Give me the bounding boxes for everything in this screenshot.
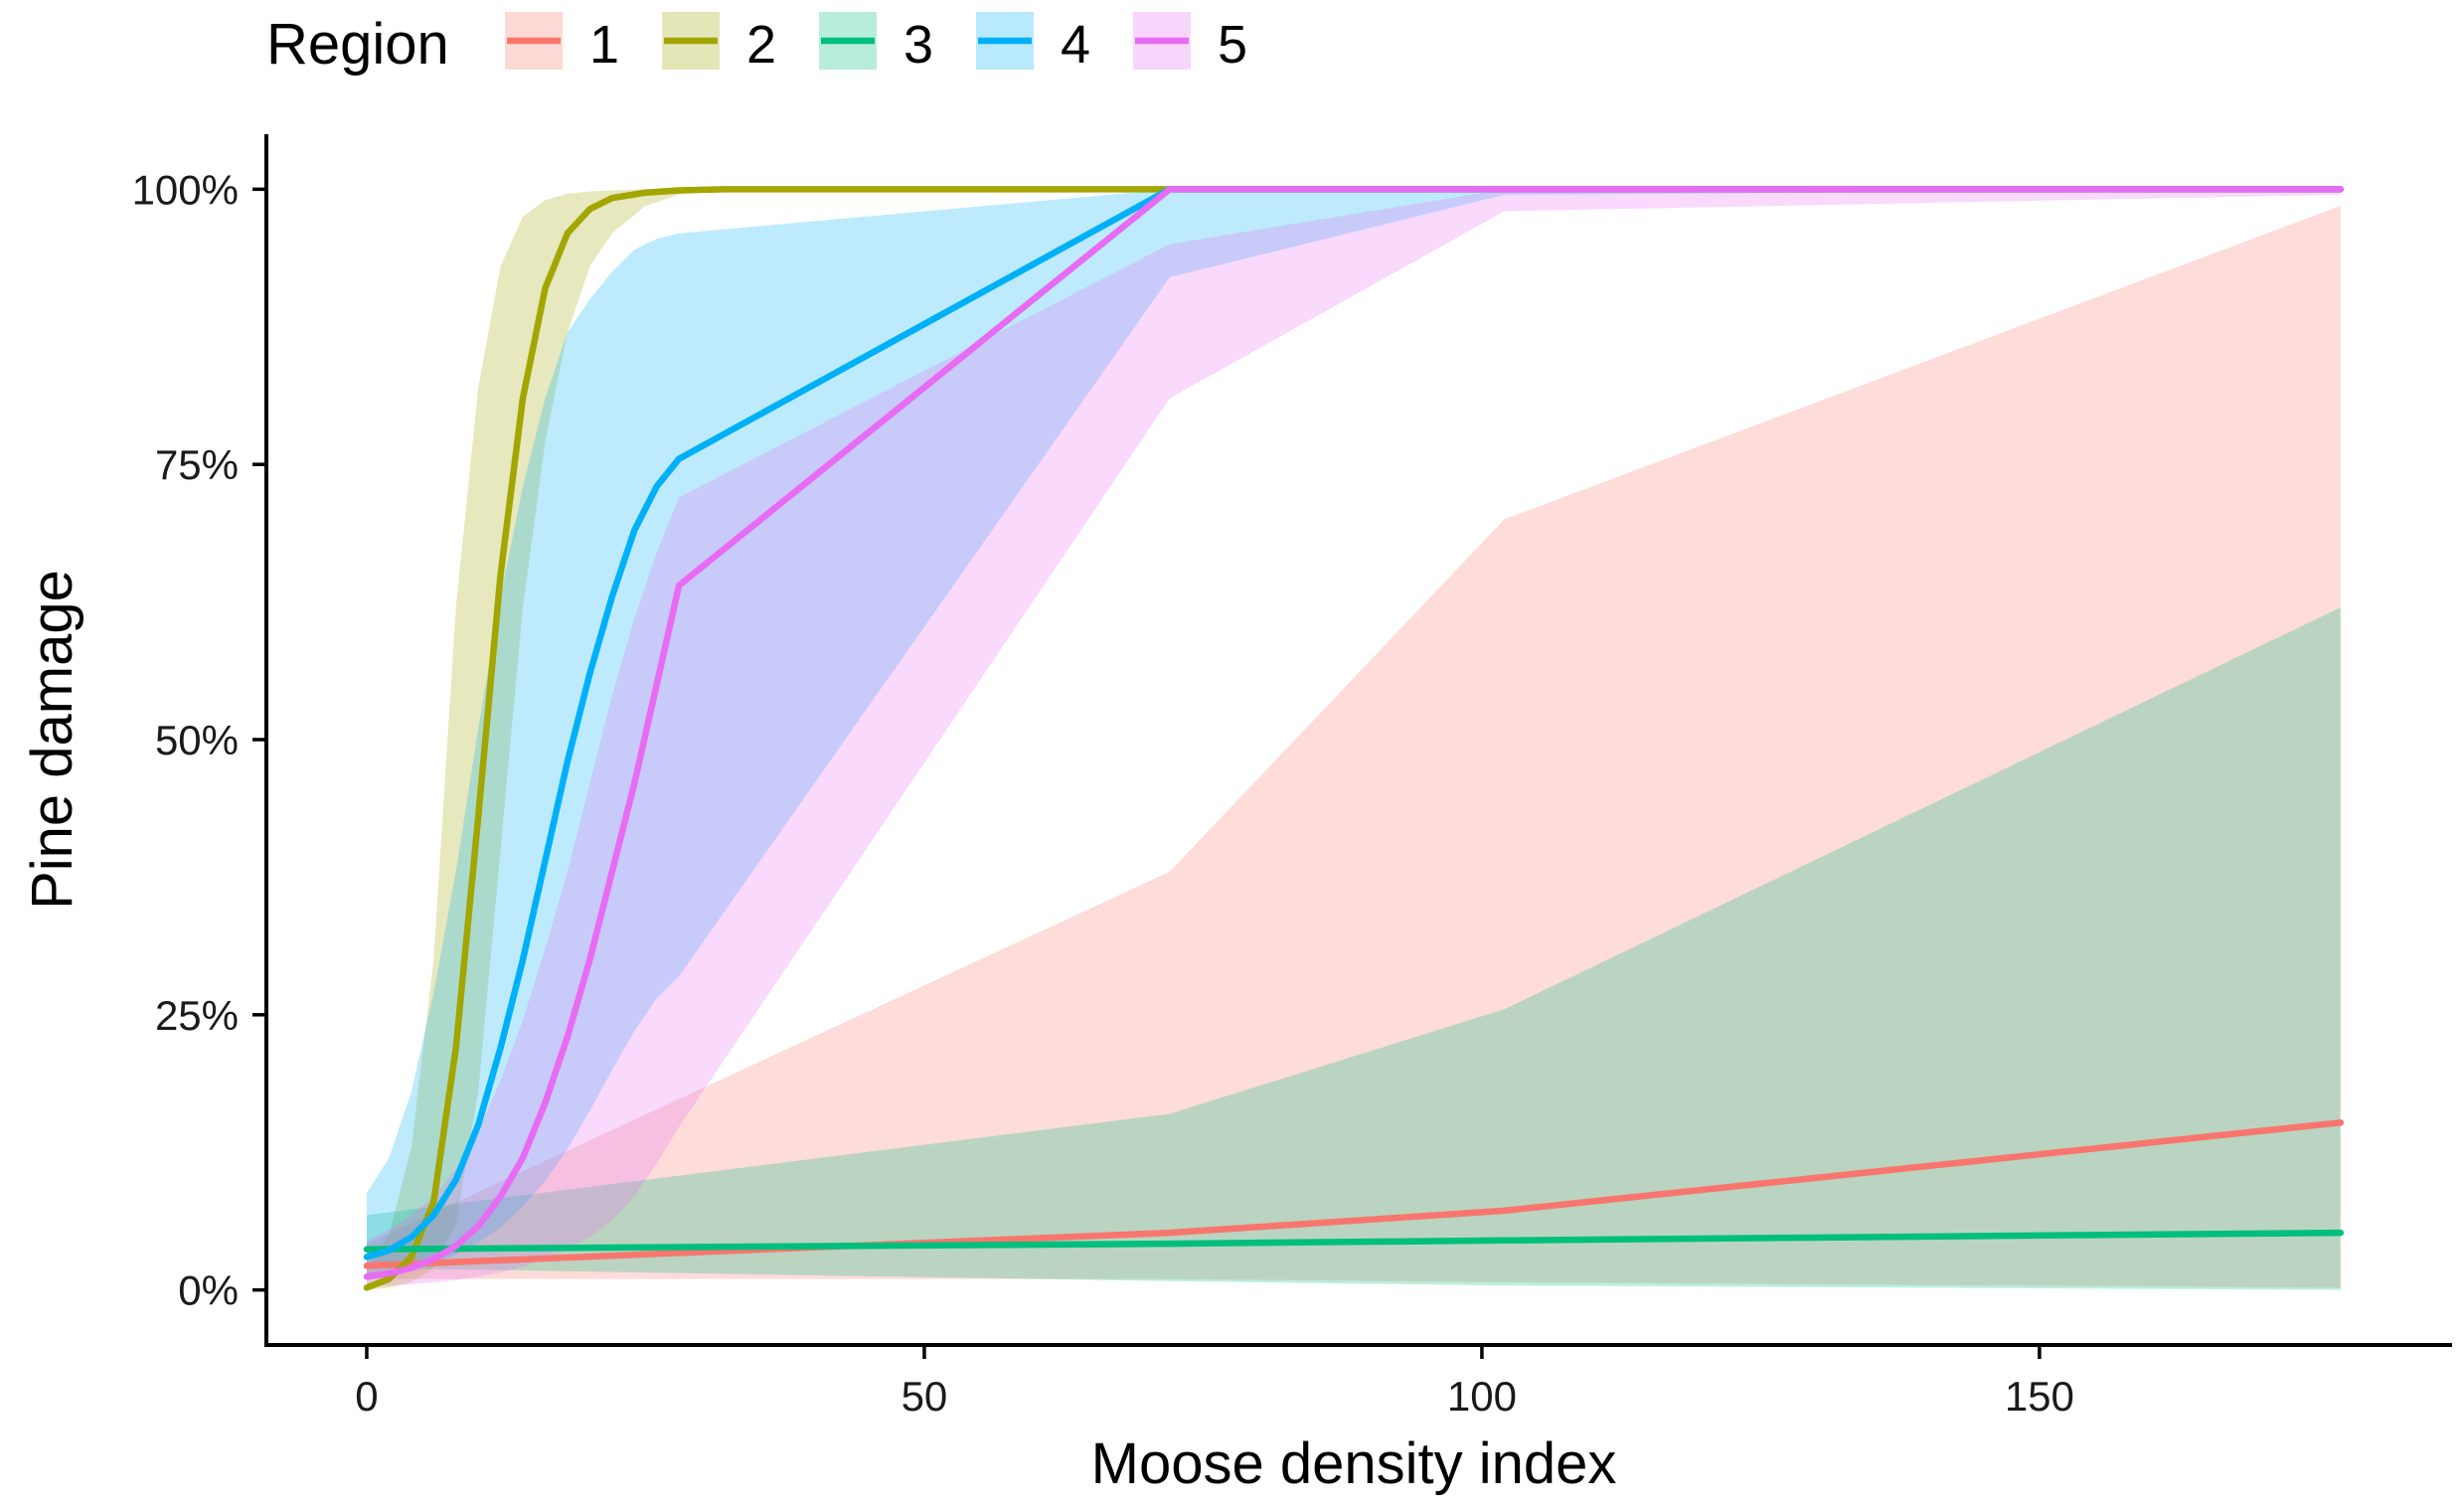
line-region-3 [363, 1229, 2345, 1253]
x-tick-label-0: 0 [355, 1373, 378, 1420]
legend-label-1: 1 [589, 15, 619, 75]
legend-label-2: 2 [746, 15, 776, 75]
ticks: 0 50 100 150 0% 25% 50% 75% 100% [132, 166, 2074, 1420]
y-tick-label-25%: 25% [155, 992, 239, 1039]
y-tick-label-75%: 75% [155, 441, 239, 488]
confidence-ribbons [367, 189, 2341, 1290]
y-axis-title: Pine damage [20, 570, 84, 910]
x-axis-title: Moose density index [1091, 1431, 1617, 1496]
x-tick-label-50: 50 [902, 1373, 948, 1420]
legend: Region 1 2 3 4 5 [266, 12, 1247, 77]
legend-label-4: 4 [1061, 15, 1090, 75]
ribbon-region-1 [367, 206, 2341, 1288]
line-region-4 [363, 186, 2345, 1260]
x-tick-label-100: 100 [1447, 1373, 1517, 1420]
ribbon-region-4 [367, 189, 2341, 1279]
y-tick-label-50%: 50% [155, 717, 239, 763]
series-lines [363, 186, 2345, 1291]
ribbon-region-2 [367, 189, 2341, 1290]
y-tick-label-0%: 0% [178, 1267, 239, 1314]
ribbon-region-3 [367, 607, 2341, 1290]
y-tick-label-100%: 100% [132, 166, 239, 213]
line-region-5 [363, 186, 2345, 1280]
legend-label-5: 5 [1218, 15, 1247, 75]
line-region-2 [363, 186, 2345, 1291]
ribbon-region-5 [367, 189, 2341, 1287]
x-tick-label-150: 150 [2005, 1373, 2074, 1420]
legend-title: Region [266, 12, 449, 77]
legend-label-3: 3 [903, 15, 933, 75]
